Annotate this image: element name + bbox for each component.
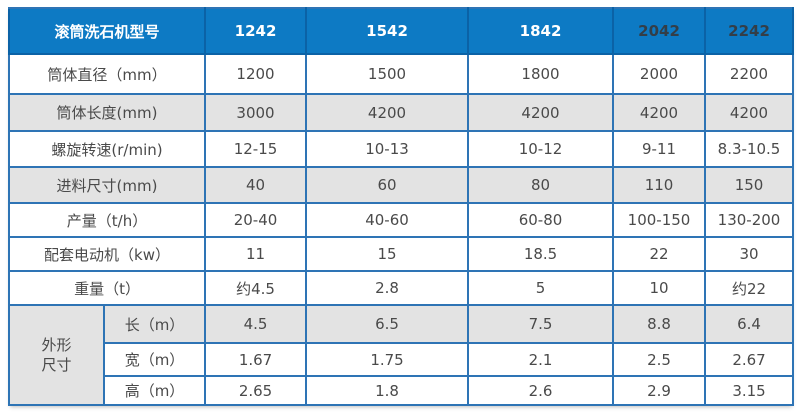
value-cell: 1500	[305, 53, 470, 95]
dimension-label-line: 尺寸	[41, 356, 72, 374]
value-cell: 1.67	[204, 342, 308, 377]
table-header-row: 滚筒洗石机型号 1242 1542 1842 2042 2242	[7, 7, 795, 55]
value-cell: 100-150	[612, 202, 707, 238]
value-cell: 2.65	[204, 375, 308, 406]
value-cell: 15	[305, 236, 470, 272]
value-cell: 2.5	[612, 342, 707, 377]
table-row: 外形 尺寸 长（m） 4.5 6.5 7.5 8.8 6.4	[8, 304, 795, 406]
value-cell: 1.75	[305, 342, 470, 377]
value-cell: 约4.5	[204, 270, 308, 306]
dimension-section-label: 外形 尺寸	[8, 304, 105, 406]
value-cell: 1200	[204, 53, 308, 95]
dim-row-label: 高（m）	[102, 375, 207, 406]
header-model-2242: 2242	[704, 7, 795, 55]
table-row: 螺旋转速(r/min) 12-15 10-13 10-12 9-11 8.3-10.5	[7, 130, 795, 168]
dimension-label-line: 外形	[41, 335, 72, 354]
value-cell: 4200	[467, 93, 615, 132]
value-cell: 2.9	[612, 375, 707, 406]
row-label: 进料尺寸(mm)	[7, 166, 207, 204]
value-cell: 6.5	[305, 304, 470, 344]
value-cell: 150	[704, 166, 795, 204]
table-row: 重量（t） 约4.5 2.8 5 10 约22	[7, 270, 795, 306]
value-cell: 2200	[704, 53, 795, 95]
value-cell: 60	[305, 166, 470, 204]
value-cell: 10-13	[305, 130, 470, 168]
row-label: 筒体直径（mm）	[7, 53, 207, 95]
table-row: 宽（m） 1.67 1.75 2.1 2.5 2.67	[9, 342, 795, 377]
dim-row-label: 长（m）	[102, 304, 207, 344]
header-model-1842: 1842	[467, 7, 615, 55]
value-cell: 7.5	[467, 304, 615, 344]
value-cell: 1.8	[305, 375, 470, 406]
table-row: 高（m） 2.65 1.8 2.6 2.9 3.15	[9, 375, 795, 406]
dim-row-label: 宽（m）	[102, 342, 207, 377]
value-cell: 22	[612, 236, 707, 272]
table-row: 产量（t/h） 20-40 40-60 60-80 100-150 130-200	[7, 202, 795, 238]
header-model-1242: 1242	[204, 7, 308, 55]
value-cell: 2.6	[467, 375, 615, 406]
value-cell: 3000	[204, 93, 308, 132]
row-label: 重量（t）	[7, 270, 207, 306]
value-cell: 10-12	[467, 130, 615, 168]
value-cell: 4200	[305, 93, 470, 132]
value-cell: 2000	[612, 53, 707, 95]
value-cell: 12-15	[204, 130, 308, 168]
value-cell: 1800	[467, 53, 615, 95]
value-cell: 4.5	[204, 304, 308, 344]
value-cell: 10	[612, 270, 707, 306]
value-cell: 约22	[704, 270, 795, 306]
value-cell: 5	[467, 270, 615, 306]
value-cell: 6.4	[704, 304, 795, 344]
value-cell: 40	[204, 166, 308, 204]
value-cell: 2.1	[467, 342, 615, 377]
row-label: 产量（t/h）	[7, 202, 207, 238]
value-cell: 40-60	[305, 202, 470, 238]
value-cell: 110	[612, 166, 707, 204]
row-label: 螺旋转速(r/min)	[7, 130, 207, 168]
value-cell: 60-80	[467, 202, 615, 238]
table-row: 配套电动机（kw） 11 15 18.5 22 30	[7, 236, 795, 272]
table-row: 进料尺寸(mm) 40 60 80 110 150	[7, 166, 795, 204]
table-title: 滚筒洗石机型号	[7, 7, 207, 55]
value-cell: 80	[467, 166, 615, 204]
value-cell: 8.8	[612, 304, 707, 344]
table-row: 筒体直径（mm） 1200 1500 1800 2000 2200	[7, 53, 795, 95]
value-cell: 2.8	[305, 270, 470, 306]
header-model-2042: 2042	[612, 7, 707, 55]
value-cell: 8.3-10.5	[704, 130, 795, 168]
spec-table: 滚筒洗石机型号 1242 1542 1842 2042 2242 筒体直径（mm） 120…	[7, 7, 795, 406]
row-label: 筒体长度(mm)	[7, 93, 207, 132]
table-row: 筒体长度(mm) 3000 4200 4200 4200 4200	[7, 93, 795, 132]
value-cell: 130-200	[704, 202, 795, 238]
value-cell: 30	[704, 236, 795, 272]
value-cell: 4200	[704, 93, 795, 132]
value-cell: 18.5	[467, 236, 615, 272]
value-cell: 11	[204, 236, 308, 272]
value-cell: 20-40	[204, 202, 308, 238]
value-cell: 4200	[612, 93, 707, 132]
value-cell: 9-11	[612, 130, 707, 168]
value-cell: 2.67	[704, 342, 795, 377]
header-model-1542: 1542	[305, 7, 470, 55]
value-cell: 3.15	[704, 375, 795, 406]
row-label: 配套电动机（kw）	[7, 236, 207, 272]
